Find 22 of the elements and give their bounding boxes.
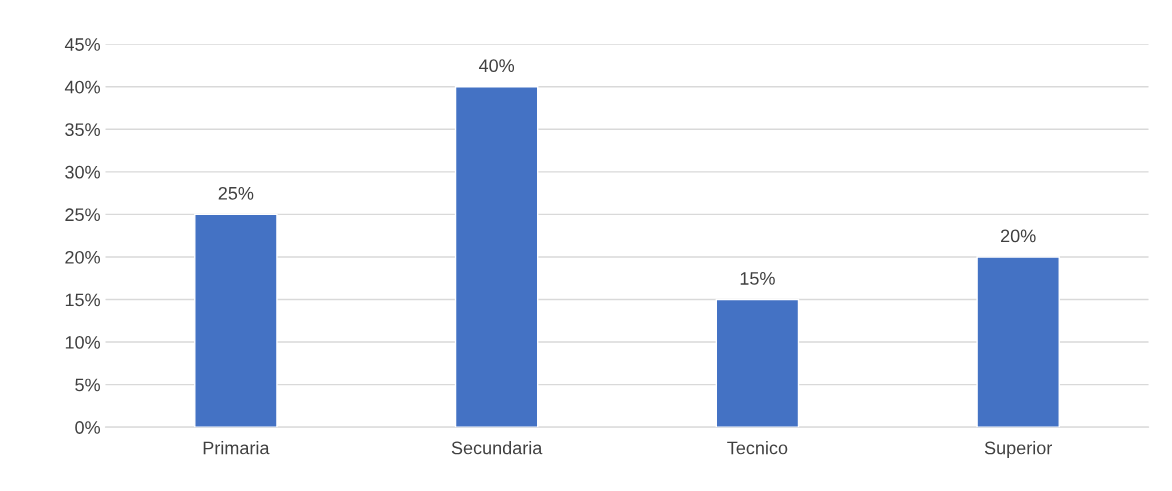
bar: [454, 86, 539, 428]
y-tick-label: 15%: [65, 293, 100, 307]
data-label: 15%: [740, 272, 775, 285]
y-tick-label: 35%: [65, 123, 100, 137]
y-tick-label: 0%: [75, 421, 100, 434]
y-tick-label: 45%: [64, 38, 100, 51]
y-tick-label: 20%: [65, 250, 100, 264]
x-tick-label: Tecnico: [727, 441, 788, 455]
y-tick-label: 40%: [64, 80, 100, 94]
bar: [715, 298, 800, 428]
data-label: 25%: [218, 186, 254, 200]
x-tick-label: Secundaria: [451, 441, 543, 455]
data-label: 40%: [478, 59, 515, 73]
y-tick-label: 25%: [65, 208, 100, 222]
y-tick-label: 30%: [65, 165, 100, 179]
bar: [976, 256, 1060, 428]
y-tick-label: 10%: [65, 336, 100, 349]
y-tick-label: 5%: [75, 378, 100, 392]
data-label: 20%: [1001, 229, 1036, 243]
x-tick-label: Superior: [984, 441, 1052, 458]
x-tick-label: Primaria: [203, 441, 270, 455]
bar: [194, 213, 278, 428]
